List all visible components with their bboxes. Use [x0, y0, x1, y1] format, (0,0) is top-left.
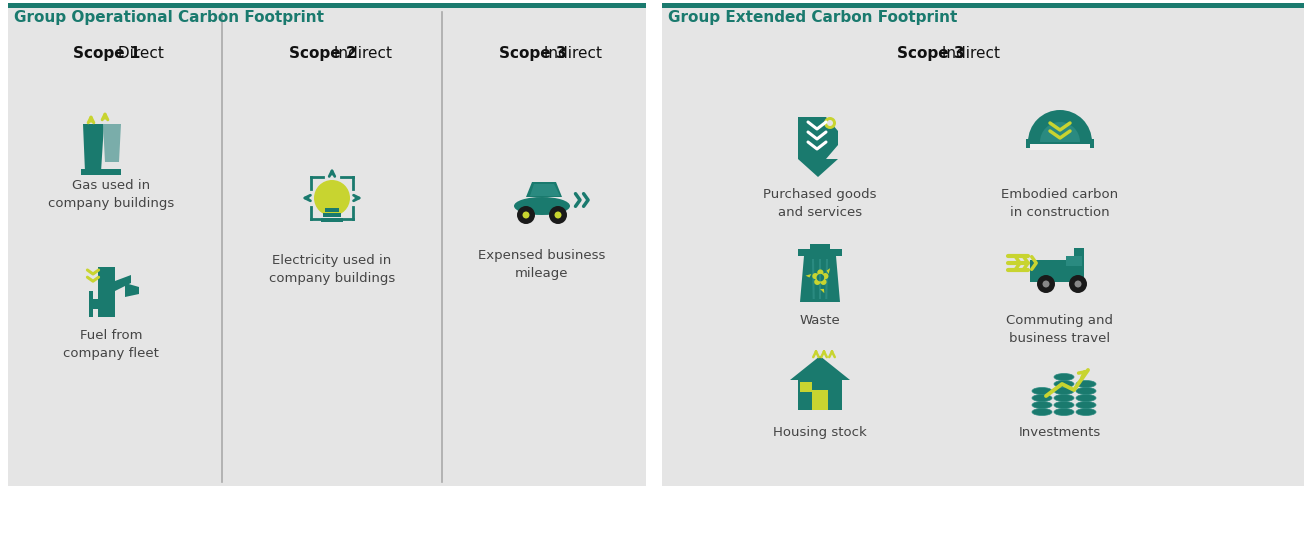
Ellipse shape	[314, 180, 350, 216]
Bar	[798, 380, 842, 410]
Circle shape	[1043, 280, 1049, 287]
Polygon shape	[798, 117, 838, 159]
Circle shape	[1038, 275, 1055, 293]
Text: Commuting and
business travel: Commuting and business travel	[1006, 314, 1114, 345]
Bar	[81, 169, 121, 175]
Text: Indirect: Indirect	[540, 46, 603, 61]
Circle shape	[517, 206, 534, 224]
Text: Scope 1: Scope 1	[73, 46, 140, 61]
Polygon shape	[83, 124, 103, 172]
Text: Investments: Investments	[1019, 426, 1102, 439]
Bar	[325, 208, 339, 212]
Ellipse shape	[1055, 373, 1074, 381]
Text: Fuel from
company fleet: Fuel from company fleet	[63, 329, 159, 360]
Text: Housing stock: Housing stock	[773, 426, 867, 439]
Bar	[89, 291, 93, 317]
Text: Gas used in
company buildings: Gas used in company buildings	[48, 179, 174, 210]
Bar	[1030, 260, 1083, 282]
Text: Scope 2: Scope 2	[290, 46, 356, 61]
Text: Electricity used in
company buildings: Electricity used in company buildings	[269, 254, 396, 285]
Polygon shape	[115, 275, 131, 291]
Polygon shape	[103, 124, 121, 162]
Text: Waste: Waste	[799, 314, 841, 327]
Bar	[8, 8, 646, 486]
Circle shape	[1074, 280, 1082, 287]
Text: Group Extended Carbon Footprint: Group Extended Carbon Footprint	[668, 10, 958, 25]
Text: Expensed business
mileage: Expensed business mileage	[478, 249, 605, 280]
Ellipse shape	[1055, 381, 1074, 388]
Polygon shape	[800, 256, 840, 302]
Ellipse shape	[1032, 388, 1052, 395]
Bar	[662, 8, 1303, 486]
Wedge shape	[1028, 110, 1093, 142]
Text: ✿: ✿	[811, 269, 829, 289]
Ellipse shape	[1055, 395, 1074, 402]
Ellipse shape	[1076, 409, 1096, 415]
Bar	[1066, 256, 1082, 266]
Ellipse shape	[1076, 402, 1096, 409]
Ellipse shape	[1055, 409, 1074, 415]
Text: Group Operational Carbon Footprint: Group Operational Carbon Footprint	[14, 10, 324, 25]
Circle shape	[523, 211, 529, 218]
Text: Indirect: Indirect	[329, 46, 392, 61]
Ellipse shape	[514, 197, 570, 215]
Polygon shape	[531, 184, 559, 196]
Bar	[798, 249, 842, 256]
Ellipse shape	[1055, 388, 1074, 395]
Bar	[1074, 248, 1083, 260]
Circle shape	[1069, 275, 1087, 293]
Polygon shape	[790, 356, 850, 380]
Polygon shape	[98, 267, 115, 317]
Ellipse shape	[1032, 395, 1052, 402]
Ellipse shape	[1076, 388, 1096, 395]
Text: Indirect: Indirect	[937, 46, 1001, 61]
Ellipse shape	[1076, 381, 1096, 388]
Text: Scope 3: Scope 3	[897, 46, 964, 61]
Text: Direct: Direct	[113, 46, 164, 61]
Bar	[800, 382, 812, 392]
Bar	[662, 3, 1303, 8]
Circle shape	[827, 120, 833, 126]
Text: Scope 3: Scope 3	[499, 46, 567, 61]
Polygon shape	[827, 268, 831, 274]
Bar	[321, 218, 343, 222]
Polygon shape	[124, 283, 139, 297]
Circle shape	[554, 211, 562, 218]
Text: Purchased goods
and services: Purchased goods and services	[764, 188, 876, 219]
Ellipse shape	[1032, 409, 1052, 415]
Bar	[1030, 144, 1090, 150]
Bar	[812, 390, 828, 410]
Bar	[8, 3, 646, 8]
Circle shape	[549, 206, 567, 224]
Polygon shape	[798, 159, 838, 177]
Polygon shape	[527, 182, 562, 197]
Text: Embodied carbon
in construction: Embodied carbon in construction	[1001, 188, 1119, 219]
Ellipse shape	[1076, 395, 1096, 402]
Polygon shape	[806, 274, 811, 278]
Wedge shape	[1040, 122, 1079, 142]
Polygon shape	[820, 289, 824, 293]
Bar	[90, 299, 105, 309]
Circle shape	[824, 117, 836, 129]
Bar	[324, 213, 341, 217]
Bar	[810, 244, 831, 249]
Ellipse shape	[1032, 402, 1052, 409]
Ellipse shape	[1055, 402, 1074, 409]
Bar	[1026, 139, 1094, 148]
